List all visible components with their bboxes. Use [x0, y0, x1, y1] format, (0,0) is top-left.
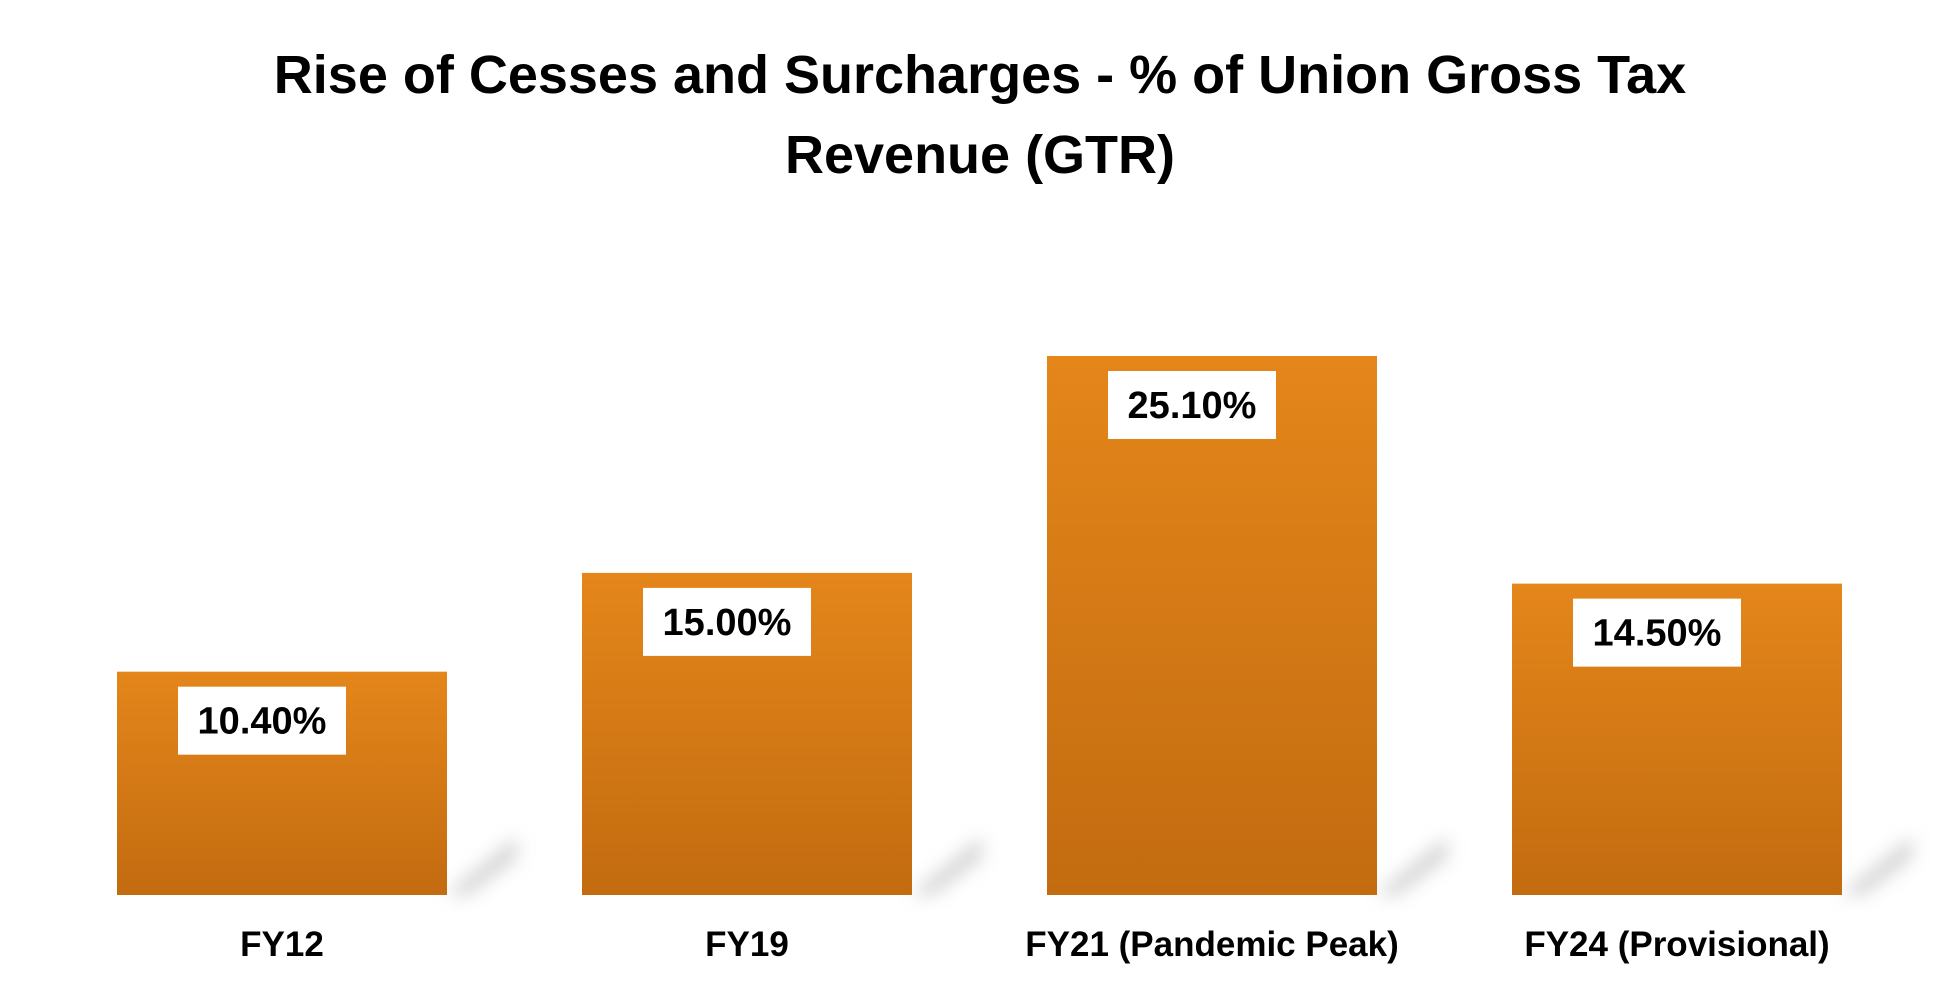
value-label-box-fy21-pandemic-peak	[1108, 371, 1276, 439]
bar-shadow-fy19	[912, 837, 982, 895]
chart-title-line-1: Rise of Cesses and Surcharges - % of Uni…	[274, 45, 1686, 105]
category-label-fy19: FY19	[705, 925, 789, 964]
value-labels: 10.40% 15.00% 25.10% 14.50%	[178, 371, 1741, 755]
bar-shadow-fy12	[447, 837, 517, 895]
value-label-fy12: 10.40%	[198, 701, 327, 743]
bar-shadow-fy21-pandemic-peak	[1377, 837, 1447, 895]
value-label-fy24-provisional: 14.50%	[1593, 613, 1722, 655]
category-labels: FY12 FY19 FY21 (Pandemic Peak) FY24 (Provis…	[240, 925, 1830, 964]
bar-fy21-pandemic-peak	[1047, 356, 1377, 895]
category-label-fy12: FY12	[240, 925, 324, 964]
category-label-fy21-pandemic-peak: FY21 (Pandemic Peak)	[1025, 925, 1399, 964]
value-label-fy21-pandemic-peak: 25.10%	[1128, 385, 1257, 427]
value-label-box-fy19	[643, 587, 811, 656]
value-label-box-fy12	[178, 686, 346, 755]
category-label-fy24-provisional: FY24 (Provisional)	[1524, 925, 1829, 964]
value-label-box-fy24-provisional	[1573, 598, 1741, 667]
chart-title-line-2: Revenue (GTR)	[785, 125, 1175, 185]
bar-shadow-fy24-provisional	[1842, 837, 1912, 895]
bar-shadows	[447, 837, 1912, 895]
value-label-fy19: 15.00%	[663, 602, 792, 644]
